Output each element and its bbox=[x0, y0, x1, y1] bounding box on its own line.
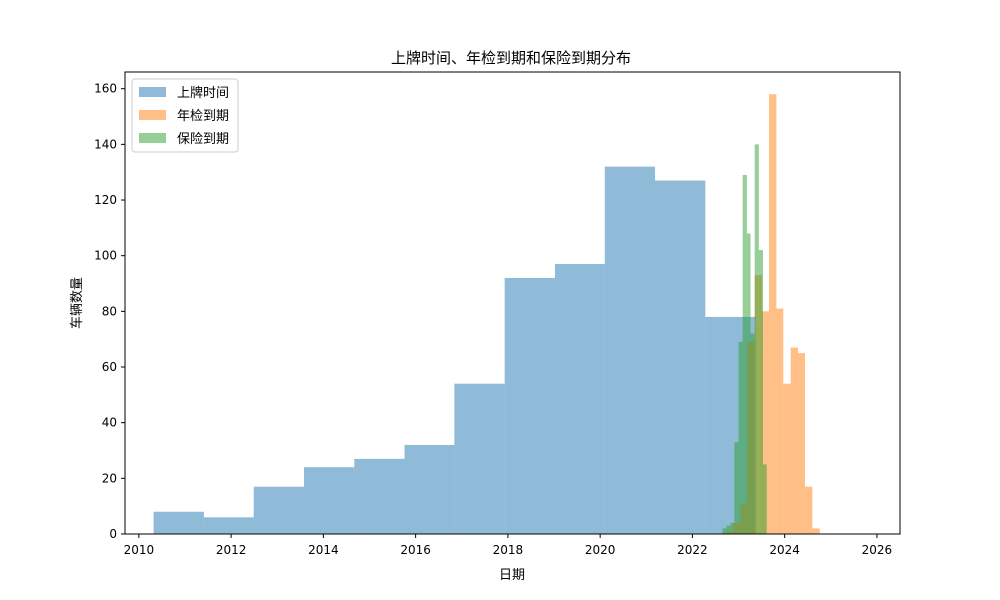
y-tick-label-3: 60 bbox=[102, 360, 117, 374]
legend-swatch-1 bbox=[139, 110, 166, 120]
y-tick-label-5: 100 bbox=[94, 249, 117, 263]
x-tick-label-4: 2018 bbox=[493, 543, 524, 557]
bar-series-2-bin-3 bbox=[734, 442, 739, 534]
bar-series-2-bin-4 bbox=[738, 341, 743, 534]
bar-series-2-bin-10 bbox=[762, 464, 767, 534]
y-axis-ticks: 0 20 40 60 80 100 120 140 160 bbox=[94, 82, 125, 541]
legend-swatch-2 bbox=[139, 133, 166, 143]
bar-series-1-bin-7 bbox=[776, 308, 784, 534]
bar-series-2-bin-9 bbox=[758, 250, 763, 534]
bar-series-1-bin-9 bbox=[790, 347, 799, 534]
y-axis-label: 车辆数量 bbox=[69, 277, 85, 329]
legend-swatch-0 bbox=[139, 87, 166, 97]
y-tick-label-2: 40 bbox=[102, 416, 117, 430]
bar-series-0-bin-5 bbox=[404, 444, 455, 534]
plot-frame bbox=[124, 71, 901, 535]
x-tick-label-2: 2014 bbox=[308, 543, 339, 557]
legend-label-2: 保险到期 bbox=[177, 132, 229, 147]
bar-series-2-bin-1 bbox=[726, 525, 731, 534]
bar-series-1-bin-8 bbox=[783, 383, 791, 534]
bar-series-0-bin-4 bbox=[354, 458, 405, 534]
x-tick-label-5: 2020 bbox=[585, 543, 616, 557]
bar-series-1-bin-12 bbox=[812, 528, 820, 534]
x-tick-label-7: 2024 bbox=[769, 543, 800, 557]
x-tick-label-6: 2022 bbox=[677, 543, 708, 557]
x-tick-label-8: 2026 bbox=[862, 543, 893, 557]
bar-series-2-bin-7 bbox=[750, 333, 755, 534]
bar-series-1-bin-11 bbox=[804, 486, 813, 534]
bar-series-0-bin-9 bbox=[604, 166, 656, 534]
bar-series-0-bin-6 bbox=[454, 383, 505, 534]
legend-label-0: 上牌时间 bbox=[177, 85, 229, 101]
legend-label-1: 年检到期 bbox=[177, 109, 229, 124]
bar-series-2-bin-8 bbox=[754, 144, 759, 534]
x-axis-ticks: 2010 2012 2014 2016 2018 2020 2022 2024 2026 bbox=[124, 534, 893, 557]
y-tick-label-4: 80 bbox=[102, 304, 117, 318]
bar-series-1-bin-6 bbox=[768, 94, 777, 534]
bar-series-0-bin-10 bbox=[655, 180, 706, 534]
y-tick-label-7: 140 bbox=[94, 137, 117, 151]
bar-series-2-bin-0 bbox=[722, 528, 727, 534]
bar-series-2-bin-5 bbox=[742, 174, 747, 535]
x-axis-label: 日期 bbox=[499, 568, 525, 583]
y-tick-label-8: 160 bbox=[94, 82, 117, 96]
y-tick-label-1: 20 bbox=[102, 471, 117, 485]
bar-series-2-bin-2 bbox=[730, 522, 735, 534]
y-tick-label-0: 0 bbox=[109, 527, 117, 541]
bar-series-1-bin-5 bbox=[762, 311, 769, 534]
x-tick-label-1: 2012 bbox=[216, 543, 247, 557]
bar-series-0-bin-0 bbox=[153, 511, 204, 534]
bar-series-0-bin-11 bbox=[705, 316, 733, 534]
bar-series-1-bin-10 bbox=[798, 353, 805, 534]
bar-series-0-bin-8 bbox=[554, 264, 605, 534]
bar-series-0-bin-7 bbox=[504, 277, 555, 534]
x-tick-label-0: 2010 bbox=[124, 543, 155, 557]
bar-series-0-bin-1 bbox=[203, 517, 254, 534]
bars-group bbox=[153, 94, 820, 535]
bar-series-0-bin-2 bbox=[253, 486, 304, 534]
chart-title: 上牌时间、年检到期和保险到期分布 bbox=[391, 49, 631, 67]
x-tick-label-3: 2016 bbox=[400, 543, 431, 557]
bar-series-0-bin-3 bbox=[303, 467, 355, 534]
y-tick-label-6: 120 bbox=[94, 193, 117, 207]
bar-series-2-bin-6 bbox=[746, 233, 751, 534]
